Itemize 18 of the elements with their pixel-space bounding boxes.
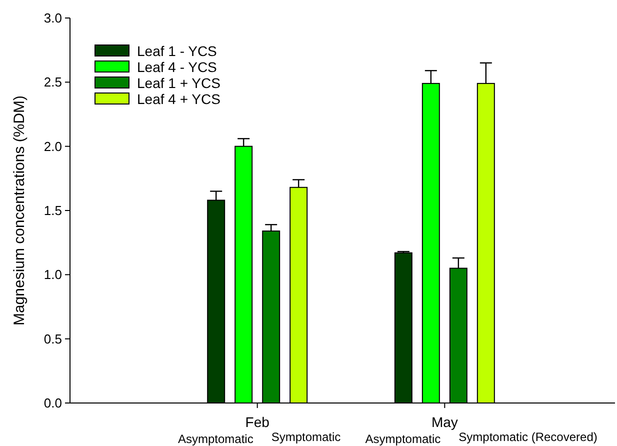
y-tick-label: 0.5 (44, 331, 62, 346)
y-tick-label: 1.0 (44, 267, 62, 282)
text: Symptomatic (Recovered) (458, 430, 598, 444)
y-tick-label: 3.0 (44, 10, 62, 26)
x-tick-label: May (431, 414, 458, 430)
y-axis-title: Magnesium concentrations (%DM) (11, 95, 28, 326)
legend-label: Leaf 1 + YCS (137, 74, 220, 91)
text: Symptomatic (271, 430, 341, 444)
legend-label: Leaf 4 - YCS (137, 58, 217, 75)
text: Asymptomatic (178, 432, 254, 446)
y-tick-label: 0.0 (44, 396, 62, 411)
legend-label: Leaf 1 - YCS (137, 42, 217, 59)
x-tick-label: Feb (245, 414, 270, 430)
legend-label: Leaf 4 + YCS (137, 90, 220, 107)
y-tick-label: 1.5 (44, 203, 62, 218)
y-tick-label: 2.0 (44, 138, 62, 154)
text: Asymptomatic (365, 432, 441, 446)
y-tick-label: 2.5 (44, 74, 62, 90)
